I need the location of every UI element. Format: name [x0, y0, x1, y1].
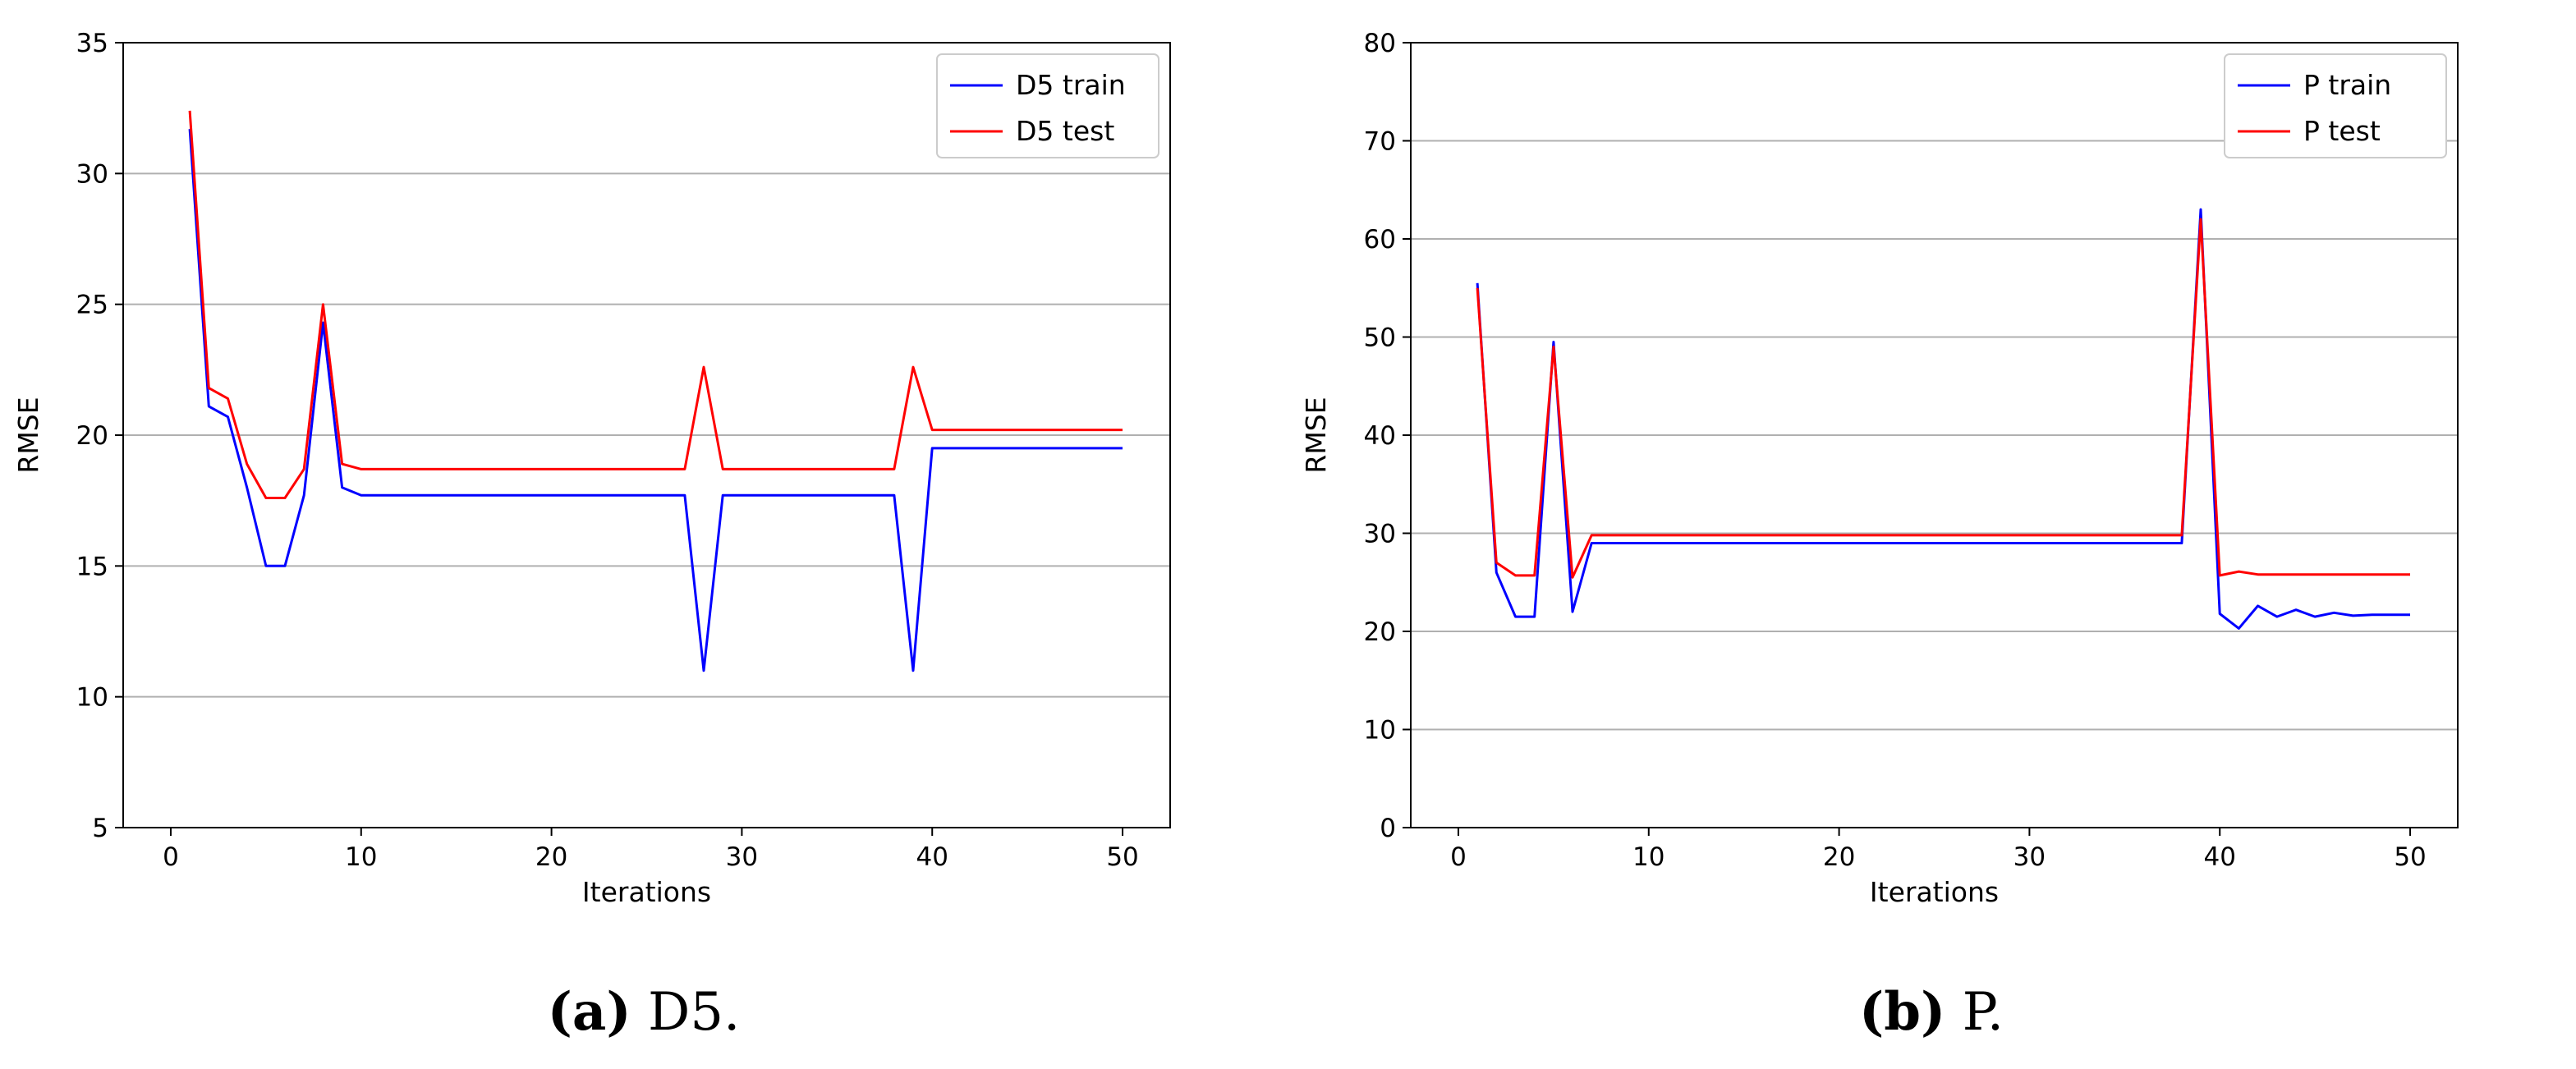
c1-legend: P train P test: [2224, 53, 2447, 158]
caption-a: (a) D5.: [0, 981, 1288, 1043]
c1-x-tick-label: 40: [2204, 842, 2236, 872]
c1-y-tick-label: 70: [1364, 127, 1396, 157]
c1-y-tick-label: 40: [1364, 421, 1396, 451]
c0-x-tick-label: 30: [726, 842, 758, 872]
c1-x-tick-label: 0: [1450, 842, 1467, 872]
c0-y-tick-label: 25: [76, 291, 108, 320]
c0-y-tick-label: 35: [76, 29, 108, 58]
caption-b-label: (b): [1858, 981, 1946, 1043]
c0-series-line-train: [188, 129, 1123, 672]
c1-x-tick-label: 30: [2014, 842, 2046, 872]
c0-legend-entry: D5 test: [1016, 115, 1114, 147]
c0-y-tick-label: 15: [76, 552, 108, 581]
c1-x-tick-label: 10: [1632, 842, 1665, 872]
c1-legend-entry: P train: [2303, 69, 2391, 101]
caption-b-text: P.: [1962, 982, 2004, 1043]
c0-y-axis-label: RMSE: [12, 397, 44, 473]
c0-series-line-test: [188, 110, 1123, 499]
c1-x-tick-label: 50: [2394, 842, 2426, 872]
chart-d5: 5 10 15 20 25 30 35 0 10 20 30 40 50 Iterations RMSE D5…: [12, 29, 1171, 908]
caption-b: (b) P.: [1288, 981, 2575, 1043]
c1-y-tick-label: 60: [1364, 225, 1396, 255]
c1-x-tick-label: 20: [1823, 842, 1855, 872]
c0-y-tick-label: 5: [92, 814, 108, 843]
c0-x-tick-label: 40: [916, 842, 948, 872]
caption-a-text: D5.: [648, 982, 741, 1043]
c0-x-tick-label: 20: [535, 842, 567, 872]
chart-p: 0 10 20 30 40 50 60 70 80 0 10 20 30 40 50 Iterations RM…: [1300, 29, 2459, 908]
c0-legend-entry: D5 train: [1016, 69, 1126, 101]
c1-x-axis-label: Iterations: [1870, 876, 1999, 908]
c0-y-tick-label: 30: [76, 159, 108, 189]
c0-y-tick-label: 20: [76, 421, 108, 451]
c0-x-tick-label: 50: [1106, 842, 1138, 872]
c1-y-tick-label: 80: [1364, 29, 1396, 58]
c1-y-axis-label: RMSE: [1300, 397, 1332, 473]
c0-x-tick-label: 0: [163, 842, 179, 872]
caption-a-label: (a): [547, 981, 631, 1043]
c1-legend-entry: P test: [2303, 115, 2381, 147]
c1-y-tick-label: 0: [1380, 814, 1396, 843]
c0-legend: D5 train D5 test: [936, 53, 1159, 158]
c1-y-tick-label: 20: [1364, 617, 1396, 647]
c1-y-tick-label: 10: [1364, 716, 1396, 746]
c1-y-tick-label: 30: [1364, 520, 1396, 549]
c1-series-line-train: [1476, 208, 2410, 630]
c1-y-tick-label: 50: [1364, 323, 1396, 353]
c0-x-tick-label: 10: [345, 842, 377, 872]
c0-y-tick-label: 10: [76, 683, 108, 713]
c1-series-line-test: [1476, 218, 2410, 579]
c0-x-axis-label: Iterations: [582, 876, 711, 908]
